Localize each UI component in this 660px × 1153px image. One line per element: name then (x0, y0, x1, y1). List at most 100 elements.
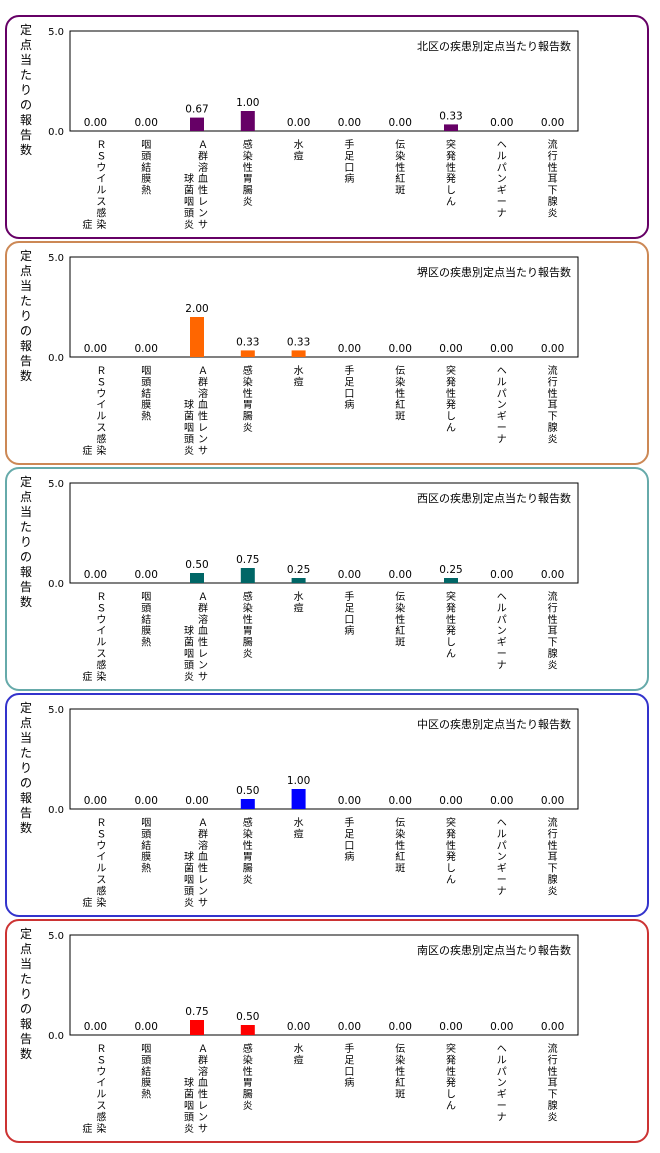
category-label-char: 感 (96, 1110, 106, 1123)
category-label-char: 発 (446, 827, 456, 840)
category-label-char: ン (198, 208, 208, 219)
category-label-char: Ｓ (96, 829, 106, 840)
category-label-char: 咽 (184, 196, 194, 208)
category-label-char: 性 (243, 1065, 253, 1078)
bar (291, 789, 306, 809)
category-label-char: 行 (548, 601, 558, 614)
category-label-char: 群 (198, 1053, 208, 1066)
y-axis-title-char: 点 (20, 716, 32, 730)
category-label-char: ギ (497, 185, 507, 197)
category-label-char: 球 (184, 398, 194, 411)
category-label-char: 発 (446, 624, 456, 637)
plot-area (69, 30, 579, 132)
y-tick-label: 0.0 (48, 805, 64, 816)
category-label-char: ス (96, 197, 106, 208)
category-label-char: イ (96, 1078, 106, 1089)
category-label-char: 球 (184, 172, 194, 185)
category-label-char: 手 (344, 138, 354, 151)
data-label: 0.00 (338, 795, 361, 807)
y-axis-title-char: の (20, 776, 32, 790)
category-label-char: 炎 (184, 445, 194, 457)
category-label-char: Ｒ (96, 818, 106, 829)
category-label-char: 性 (446, 387, 456, 400)
category-label-char: ー (497, 649, 507, 660)
y-tick-label: 0.0 (48, 127, 64, 138)
category-label-char: 炎 (548, 885, 558, 897)
category-label-char: 紅 (395, 173, 405, 185)
category-label-char: 痘 (294, 827, 304, 840)
category-label-char: ヘ (497, 1044, 507, 1055)
category-label-char: 頭 (184, 885, 194, 897)
category-label-char: 発 (446, 1053, 456, 1066)
data-label: 0.00 (541, 1021, 564, 1033)
category-label-char: 染 (96, 670, 106, 683)
data-label: 0.00 (490, 343, 513, 355)
category-label-char: 染 (395, 375, 405, 388)
data-label: 0.00 (338, 117, 361, 129)
category-label-char: 頭 (141, 602, 151, 614)
category-label-char: 行 (548, 1053, 558, 1066)
category-label-char: 群 (198, 601, 208, 614)
chart-title: 西区の疾患別定点当たり報告数 (417, 491, 571, 505)
category-label-char: 染 (243, 827, 253, 840)
y-axis-title-char: り (20, 761, 32, 775)
category-label-char: 性 (243, 387, 253, 400)
y-axis-title-char: 定 (20, 22, 32, 37)
category-label-char: 感 (96, 658, 106, 671)
data-label: 0.00 (490, 117, 513, 129)
category-label-char: ウ (96, 840, 106, 852)
category-label-char: 手 (344, 590, 354, 603)
category-label-char: 溶 (198, 839, 208, 852)
category-label-char: 染 (96, 218, 106, 231)
category-label-char: 群 (198, 149, 208, 162)
y-axis-title-char: 当 (20, 505, 32, 519)
category-label-char: サ (198, 1123, 208, 1135)
y-axis-title-char: の (20, 98, 32, 112)
category-label-char: 血 (198, 172, 208, 185)
data-label: 0.00 (541, 569, 564, 581)
category-label-char: 群 (198, 375, 208, 388)
category-label-char: ん (446, 196, 456, 208)
category-label-char: 炎 (184, 1123, 194, 1135)
category-label-char: し (446, 863, 456, 875)
category-label-char: 紅 (395, 1077, 405, 1089)
category-label-char: 腺 (548, 647, 558, 660)
chart-title: 南区の疾患別定点当たり報告数 (417, 943, 571, 957)
category-label-char: Ａ (198, 366, 208, 377)
category-label-char: レ (198, 1101, 208, 1112)
category-label-char: 性 (548, 161, 558, 174)
category-label-char: Ｓ (96, 377, 106, 388)
category-label-char: 突 (446, 1042, 456, 1055)
category-label-char: 発 (446, 172, 456, 185)
category-label-char: ヘ (497, 366, 507, 377)
bar (291, 578, 306, 583)
y-axis-title-char: 点 (20, 942, 32, 956)
category-label-char: 胃 (243, 173, 253, 185)
y-axis-title-char: 定 (20, 700, 32, 715)
data-label: 1.00 (287, 775, 310, 787)
data-label: 0.00 (389, 569, 412, 581)
category-label-char: ー (497, 1101, 507, 1112)
category-label-char: Ｓ (96, 603, 106, 614)
category-label-char: Ｒ (96, 592, 106, 603)
data-label: 0.00 (84, 117, 107, 129)
y-tick-label: 0.0 (48, 353, 64, 364)
category-label-char: 染 (395, 1053, 405, 1066)
bar (240, 111, 255, 131)
data-label: 0.00 (389, 795, 412, 807)
category-label-char: ン (198, 1112, 208, 1123)
category-label-char: 感 (243, 590, 253, 603)
category-label-char: ナ (497, 207, 507, 219)
category-label-char: ー (497, 423, 507, 434)
category-label-char: ル (96, 864, 106, 875)
category-label-char: 炎 (243, 196, 253, 208)
category-label-char: し (446, 411, 456, 423)
category-label-char: 足 (344, 1054, 354, 1066)
data-label: 1.00 (236, 97, 259, 109)
y-axis-title-char: た (20, 972, 32, 986)
category-label-char: 溶 (198, 161, 208, 174)
category-label-char: 流 (548, 1042, 558, 1055)
category-label-char: 感 (243, 364, 253, 377)
data-label: 0.50 (236, 785, 259, 797)
data-label: 0.00 (135, 117, 158, 129)
